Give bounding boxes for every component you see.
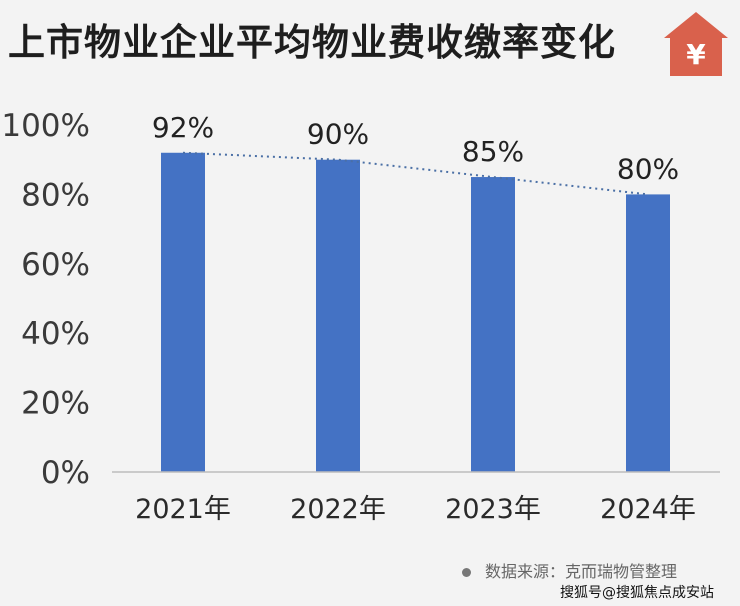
- bar: [316, 159, 360, 472]
- bars: [161, 152, 670, 473]
- data-source: 数据来源：克而瑞物管整理: [462, 558, 677, 582]
- bar: [161, 152, 205, 472]
- y-tick-label: 60%: [21, 247, 90, 283]
- bar: [626, 194, 670, 472]
- y-tick-label: 100%: [1, 108, 90, 144]
- x-tick-label: 2024年: [600, 494, 696, 525]
- x-tick-label: 2021年: [135, 494, 231, 525]
- x-axis-labels: 2021年 2022年 2023年 2024年: [135, 494, 696, 525]
- y-tick-label: 80%: [21, 177, 90, 213]
- x-tick-label: 2023年: [445, 494, 541, 525]
- yuan-glyph: ¥: [686, 38, 706, 71]
- house-roof: [664, 12, 728, 76]
- data-label: 85%: [462, 135, 524, 168]
- house-yuan-icon: ¥: [664, 12, 728, 76]
- chart-title: 上市物业企业平均物业费收缴率变化: [8, 21, 616, 64]
- data-label: 80%: [617, 152, 679, 185]
- y-tick-label: 40%: [21, 316, 90, 352]
- data-label: 90%: [307, 118, 369, 151]
- data-label: 92%: [152, 111, 214, 144]
- y-tick-label: 0%: [41, 455, 90, 491]
- bar-data-labels: 92% 90% 85% 80%: [152, 111, 679, 186]
- bullet-dot: [462, 568, 471, 577]
- bar: [471, 177, 515, 473]
- trendline: [182, 151, 649, 196]
- x-tick-label: 2022年: [290, 494, 386, 525]
- y-tick-label: 20%: [21, 386, 90, 422]
- y-axis-ticks: 0% 20% 40% 60% 80% 100%: [1, 108, 90, 491]
- credit-watermark: 搜狐号@搜狐焦点成安站: [560, 585, 714, 601]
- source-text: 数据来源：克而瑞物管整理: [485, 562, 678, 581]
